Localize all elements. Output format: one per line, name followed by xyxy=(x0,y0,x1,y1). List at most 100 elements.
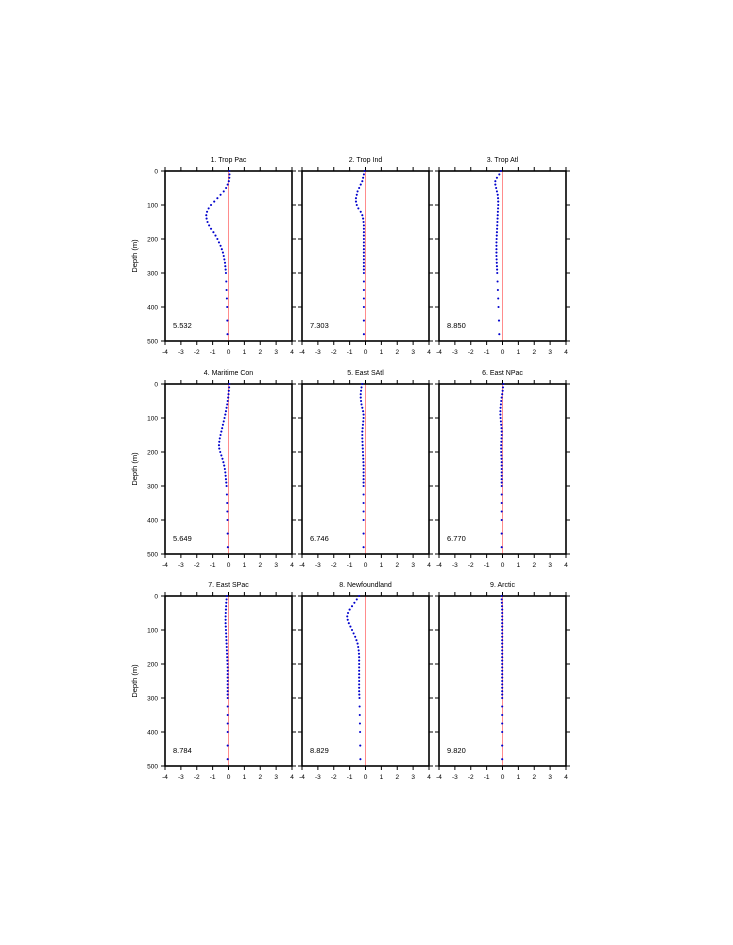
data-point xyxy=(501,645,504,649)
x-tick-label: -2 xyxy=(194,774,200,781)
data-point xyxy=(500,474,503,477)
data-point xyxy=(362,237,365,241)
data-point xyxy=(226,683,229,686)
y-tick-label: 300 xyxy=(147,695,158,702)
x-tick-label: 1 xyxy=(517,349,521,356)
y-tick-label: 200 xyxy=(147,661,158,668)
panel-title: 8. Newfoundland xyxy=(339,582,392,589)
data-point xyxy=(501,608,504,611)
data-point xyxy=(226,662,229,666)
data-point xyxy=(500,598,503,601)
data-point xyxy=(500,467,503,471)
data-point xyxy=(495,258,498,261)
x-tick-label: 4 xyxy=(564,349,568,356)
x-tick-label: -3 xyxy=(315,349,321,356)
data-point xyxy=(358,676,361,679)
x-tick-label: 1 xyxy=(380,562,384,569)
data-point xyxy=(225,406,228,409)
data-point xyxy=(209,203,213,207)
data-point xyxy=(361,450,365,454)
data-point xyxy=(500,518,503,522)
data-point xyxy=(362,297,365,300)
data-point xyxy=(226,730,229,734)
data-point xyxy=(362,261,365,264)
data-point xyxy=(501,686,504,689)
data-point xyxy=(224,471,227,474)
x-tick-label: 2 xyxy=(258,562,262,569)
x-tick-label: 3 xyxy=(274,562,278,569)
data-point xyxy=(224,618,227,621)
x-tick-label: 4 xyxy=(290,562,294,569)
x-tick-label: 3 xyxy=(411,349,415,356)
data-point xyxy=(495,186,498,190)
y-tick-label: 0 xyxy=(154,381,158,388)
data-point xyxy=(350,628,354,632)
x-tick-label: -1 xyxy=(210,774,216,781)
data-point xyxy=(225,601,228,604)
data-point xyxy=(362,478,365,481)
x-tick-label: 4 xyxy=(290,774,294,781)
x-tick-label: 3 xyxy=(274,349,278,356)
data-point xyxy=(226,679,229,683)
data-point xyxy=(362,457,365,460)
panel-value-label: 6.746 xyxy=(310,534,329,543)
data-point xyxy=(495,176,498,179)
data-point xyxy=(362,532,365,535)
data-point xyxy=(226,183,229,186)
data-point xyxy=(361,444,364,447)
data-point xyxy=(501,611,504,615)
data-point xyxy=(357,645,360,649)
x-tick-label: -2 xyxy=(468,349,474,356)
data-point xyxy=(226,696,229,700)
data-point xyxy=(362,176,365,179)
data-point xyxy=(501,676,504,679)
data-point xyxy=(361,406,364,409)
x-tick-label: 3 xyxy=(548,349,552,356)
data-point xyxy=(501,758,504,761)
x-tick-label: 4 xyxy=(427,774,431,781)
data-point xyxy=(358,705,361,708)
data-point xyxy=(205,214,208,217)
data-point xyxy=(500,594,503,598)
data-point xyxy=(362,510,365,513)
x-tick-label: 1 xyxy=(517,774,521,781)
data-point xyxy=(499,410,502,413)
data-point xyxy=(355,598,358,601)
data-point xyxy=(501,393,504,396)
data-point xyxy=(225,639,228,642)
y-tick-label: 200 xyxy=(147,236,158,243)
data-point xyxy=(361,180,364,183)
data-point xyxy=(362,280,365,283)
x-tick-label: 4 xyxy=(427,349,431,356)
data-point xyxy=(357,652,361,655)
data-point xyxy=(362,410,365,413)
y-tick-label: 300 xyxy=(147,483,158,490)
x-tick-label: 3 xyxy=(411,774,415,781)
data-point xyxy=(354,197,358,200)
data-point xyxy=(207,207,210,210)
data-point xyxy=(495,234,498,237)
x-tick-label: 2 xyxy=(258,349,262,356)
data-point xyxy=(223,258,226,261)
data-point xyxy=(494,183,497,186)
data-point xyxy=(226,673,229,676)
data-point xyxy=(362,484,365,488)
data-point xyxy=(358,693,361,696)
data-point xyxy=(353,601,356,604)
data-point xyxy=(501,713,504,717)
x-tick-label: -1 xyxy=(347,349,353,356)
data-point xyxy=(497,203,500,207)
x-tick-label: -4 xyxy=(299,562,305,569)
data-point xyxy=(226,656,229,659)
data-point xyxy=(224,611,227,615)
x-tick-label: -1 xyxy=(484,562,490,569)
data-point xyxy=(500,481,503,484)
data-point xyxy=(358,683,361,686)
data-point xyxy=(500,461,503,464)
panel-4: 4. Maritime Con -4 -3 -2 -1 0 1 2 3 4 0 100 200 300 40… xyxy=(130,370,296,569)
x-tick-label: -3 xyxy=(178,349,184,356)
data-point xyxy=(363,169,366,173)
x-tick-label: 4 xyxy=(564,774,568,781)
data-point xyxy=(499,413,502,416)
data-point xyxy=(501,628,504,632)
